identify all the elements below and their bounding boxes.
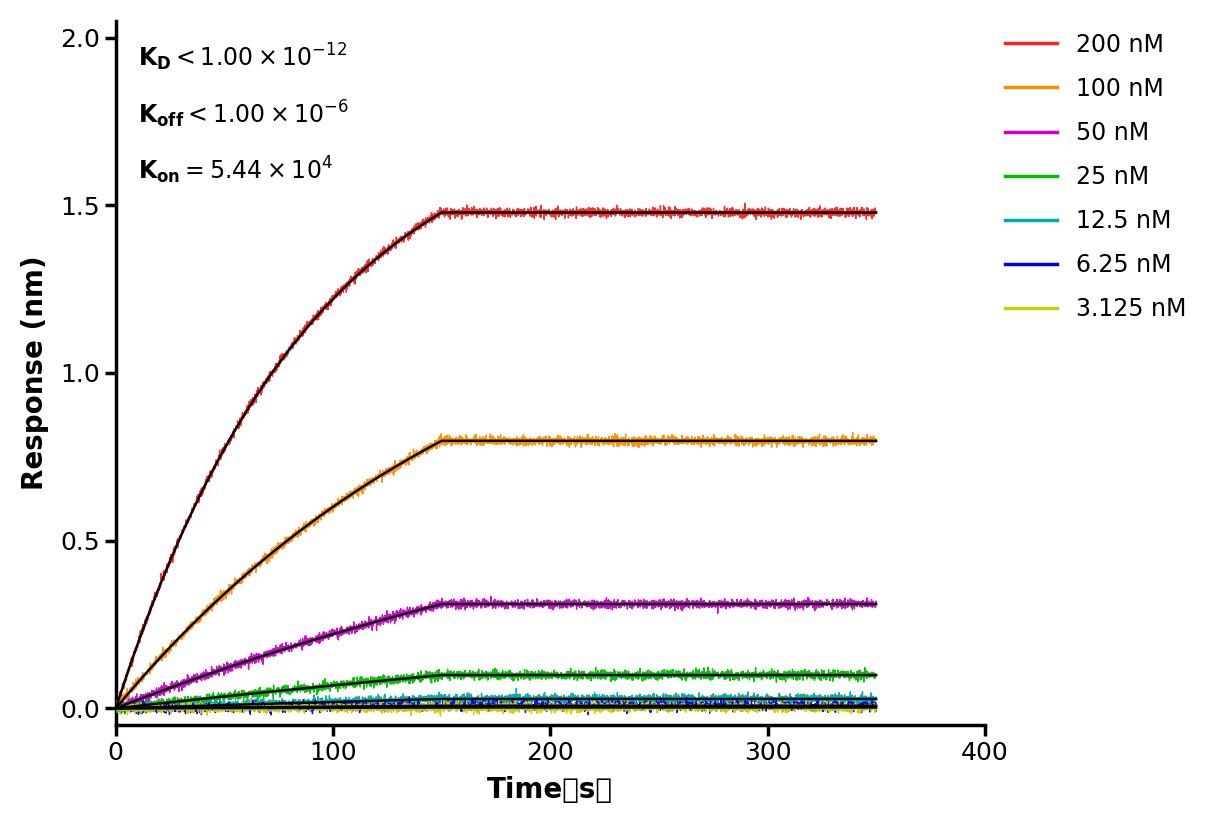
Y-axis label: Response (nm): Response (nm)	[21, 256, 49, 490]
Text: $\mathregular{K_D}$$<1.00\times10^{-12}$
$\mathregular{K_{off}}$$<1.00\times10^{: $\mathregular{K_D}$$<1.00\times10^{-12}$…	[138, 42, 348, 186]
X-axis label: Time（s）: Time（s）	[487, 776, 613, 804]
Legend: 200 nM, 100 nM, 50 nM, 25 nM, 12.5 nM, 6.25 nM, 3.125 nM: 200 nM, 100 nM, 50 nM, 25 nM, 12.5 nM, 6…	[1006, 33, 1187, 321]
